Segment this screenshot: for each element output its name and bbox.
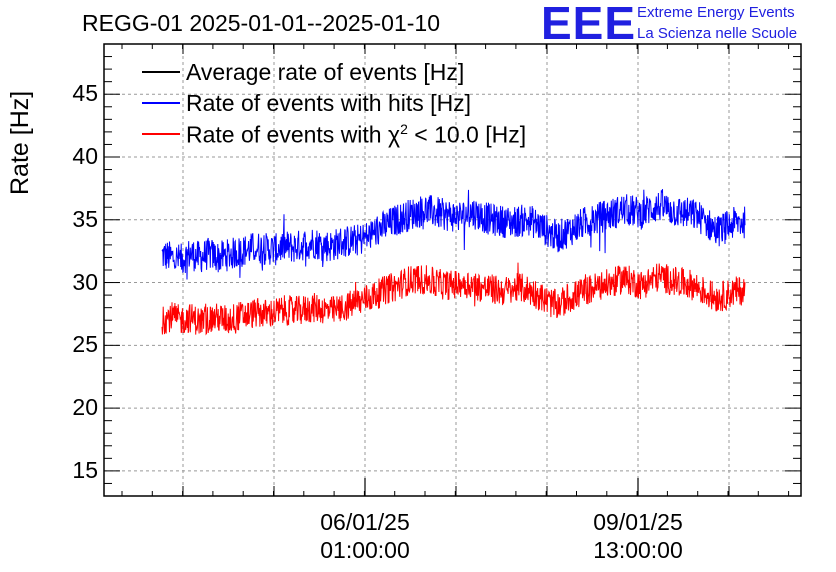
- legend-chi2-prefix: Rate of events with χ: [186, 121, 401, 148]
- eee-logo: EEE: [541, 0, 637, 49]
- legend-swatches: [142, 71, 180, 135]
- legend-chi2-exp: 2: [400, 121, 408, 137]
- plot-frame: [103, 43, 802, 497]
- y-axis-label: Rate [Hz]: [6, 90, 34, 195]
- x-tick-label: 09/01/25 13:00:00: [593, 509, 683, 563]
- series-chi2: [161, 262, 746, 336]
- chart-title: REGG-01 2025-01-01--2025-01-10: [82, 10, 440, 36]
- series-hits: [161, 189, 746, 280]
- y-tick-label: 25: [72, 331, 98, 358]
- axis-ticks: [104, 44, 801, 496]
- y-tick-label: 45: [72, 80, 98, 107]
- y-tick-label: 30: [72, 268, 98, 295]
- y-tick-label: 15: [72, 456, 98, 483]
- legend-average: Average rate of events [Hz]: [186, 59, 465, 85]
- legend-chi2-suffix: < 10.0 [Hz]: [407, 121, 527, 148]
- y-tick-label: 20: [72, 394, 98, 421]
- y-tick-label: 35: [72, 205, 98, 232]
- y-tick-label: 40: [72, 143, 98, 169]
- logo-line-2: La Scienza nelle Scuole: [637, 25, 798, 42]
- x-tick-label: 06/01/25 01:00:00: [320, 509, 410, 563]
- series-line: [161, 189, 746, 280]
- series-line: [161, 262, 746, 336]
- logo-line-1: Extreme Energy Events: [637, 4, 795, 21]
- legend-chi2: Rate of events with χ2 < 10.0 [Hz]: [186, 121, 526, 149]
- legend-hits: Rate of events with hits [Hz]: [186, 90, 472, 116]
